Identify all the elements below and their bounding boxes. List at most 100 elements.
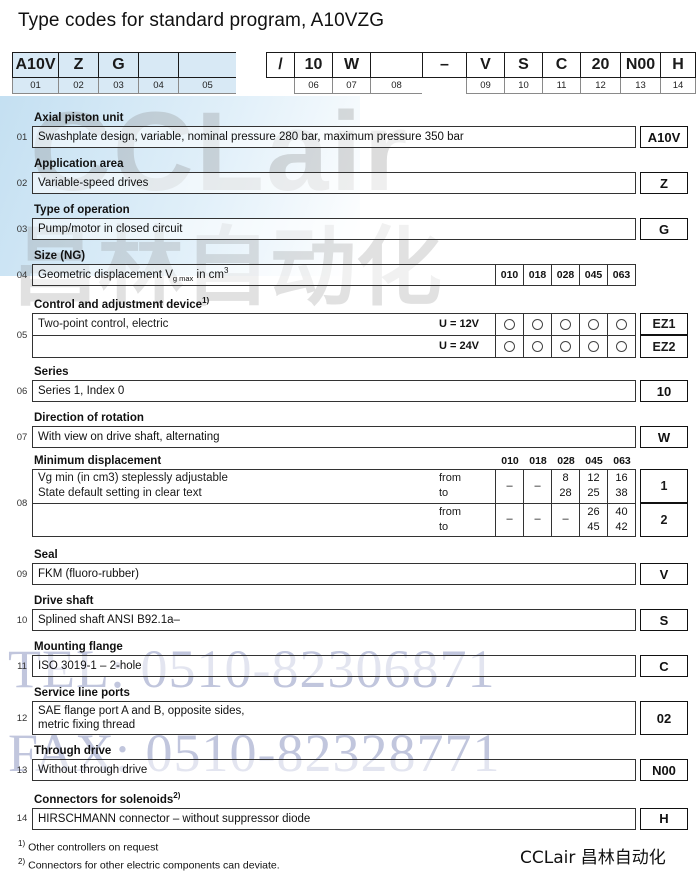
from-value: 8: [562, 472, 569, 485]
section-box: Series 1, Index 0: [32, 380, 636, 402]
section-minimum-displacement: Minimum displacement 010 018 028 045 063 08 …: [12, 455, 688, 537]
code-box[interactable]: W: [640, 426, 688, 448]
row-index: 09: [16, 568, 28, 580]
code-box[interactable]: EZ2: [640, 335, 688, 358]
from-label: from: [439, 505, 461, 518]
section-body: 09 FKM (fluoro-rubber) V: [12, 563, 688, 585]
code-box[interactable]: 2: [640, 503, 688, 537]
section-description: SAE flange port A and B, opposite sides,…: [33, 702, 635, 734]
code-box[interactable]: S: [640, 609, 688, 631]
availability-marker: [495, 313, 523, 335]
circle-icon: [504, 340, 515, 352]
code-box[interactable]: EZ1: [640, 312, 688, 336]
section-title: Mounting flange: [34, 641, 123, 653]
page-title: Type codes for standard program, A10VZG: [18, 10, 385, 31]
description-line-2: metric fixing thread: [38, 719, 136, 731]
type-code-position-number: 08: [370, 78, 422, 94]
section-title: Through drive: [34, 745, 112, 757]
code-box[interactable]: G: [640, 218, 688, 240]
type-code-cell[interactable]: /: [266, 52, 294, 78]
availability-marker: [495, 335, 523, 357]
code-box[interactable]: 1: [640, 469, 688, 503]
circle-icon: [616, 318, 627, 330]
control-option-row: Two-point control, electric U = 12V: [33, 313, 635, 336]
section-box: SAE flange port A and B, opposite sides,…: [32, 701, 636, 735]
code-box[interactable]: C: [640, 655, 688, 677]
availability-marker: [551, 335, 579, 357]
type-code-cell[interactable]: –: [422, 52, 466, 78]
description-line-2: State default setting in clear text: [38, 487, 202, 500]
section-box: Without through drive: [32, 759, 636, 781]
to-value: 38: [615, 487, 628, 500]
row-index: 10: [16, 614, 28, 626]
row-index: 11: [17, 660, 27, 672]
code-box[interactable]: H: [640, 807, 688, 830]
type-code-cell[interactable]: Z: [58, 52, 98, 78]
control-description: Two-point control, electric: [38, 318, 169, 331]
description-line-1: Vg min (in cm3) steplessly adjustable: [38, 471, 435, 486]
section-box: FKM (fluoro-rubber): [32, 563, 636, 585]
type-code-position-number: 09: [466, 78, 504, 94]
type-code-cell[interactable]: H: [660, 52, 696, 78]
type-code-cell[interactable]: C: [542, 52, 580, 78]
description-line-1: SAE flange port A and B, opposite sides,: [38, 704, 245, 717]
section-direction-of-rotation: Direction of rotation 07 With view on dr…: [12, 412, 688, 448]
type-code-cell[interactable]: 10: [294, 52, 332, 78]
to-label: to: [439, 487, 449, 500]
section-connectors-for-solenoids: Connectors for solenoids2) 14 HIRSCHMANN…: [12, 791, 688, 830]
row-index: 03: [16, 223, 28, 235]
type-code-position-number: 13: [620, 78, 660, 94]
ng-size-cell[interactable]: 045: [579, 265, 607, 285]
type-code-cell[interactable]: S: [504, 52, 542, 78]
type-code-cell[interactable]: [138, 52, 178, 78]
section-description: FKM (fluoro-rubber): [38, 567, 139, 580]
section-body: 14 HIRSCHMANN connector – without suppre…: [12, 807, 688, 830]
section-description: With view on drive shaft, alternating: [38, 430, 220, 443]
type-code-cell[interactable]: [370, 52, 422, 78]
code-box[interactable]: 10: [640, 380, 688, 402]
section-description: Swashplate design, variable, nominal pre…: [38, 130, 464, 143]
code-box-placeholder: [640, 264, 688, 286]
section-box: HIRSCHMANN connector – without suppresso…: [32, 807, 636, 830]
code-box[interactable]: A10V: [640, 126, 688, 148]
type-code-cell[interactable]: [178, 52, 236, 78]
type-code-cell[interactable]: G: [98, 52, 138, 78]
code-box[interactable]: N00: [640, 759, 688, 781]
code-box[interactable]: Z: [640, 172, 688, 194]
type-code-position-number: 07: [332, 78, 370, 94]
displacement-value-cell: 8 28: [551, 470, 579, 503]
ng-size-cell-group: 010 018 028 045 063: [495, 265, 635, 285]
code-box[interactable]: 02: [640, 701, 688, 735]
type-code-cell[interactable]: V: [466, 52, 504, 78]
section-body: 07 With view on drive shaft, alternating…: [12, 426, 688, 448]
ng-size-cell[interactable]: 018: [523, 265, 551, 285]
displacement-value-cell: 16 38: [607, 470, 635, 503]
section-body: 01 Swashplate design, variable, nominal …: [12, 126, 688, 148]
section-series: Series 06 Series 1, Index 0 10: [12, 366, 688, 402]
ng-size-cell[interactable]: 010: [495, 265, 523, 285]
type-code-cell[interactable]: 20: [580, 52, 620, 78]
ng-size-header-cell: 063: [613, 455, 631, 467]
section-title: Connectors for solenoids2): [34, 791, 688, 806]
availability-marker: [607, 335, 635, 357]
section-service-line-ports: Service line ports 12 SAE flange port A …: [12, 687, 688, 735]
section-description: Geometric displacement Vg max in cm3: [33, 265, 495, 285]
row-index: 05: [16, 329, 28, 341]
type-code-cell[interactable]: W: [332, 52, 370, 78]
displacement-value-cell: 26 45: [579, 503, 607, 536]
type-code-cell[interactable]: [236, 52, 266, 78]
type-code-cell[interactable]: A10V: [12, 52, 58, 78]
ng-size-cell[interactable]: 028: [551, 265, 579, 285]
from-label: from: [439, 472, 461, 485]
code-box[interactable]: V: [640, 563, 688, 585]
type-code-row: A10V Z G /10 W – V S C 20 N00 H: [12, 52, 696, 78]
type-code-cell[interactable]: N00: [620, 52, 660, 78]
row-index: 08: [16, 497, 28, 509]
circle-icon: [504, 318, 515, 330]
ng-size-cell[interactable]: 063: [607, 265, 635, 285]
from-value: –: [562, 513, 569, 526]
ng-size-header-cell: 018: [529, 455, 547, 467]
voltage-label: U = 12V: [438, 318, 480, 331]
section-title-text: Control and adjustment device: [34, 298, 203, 311]
